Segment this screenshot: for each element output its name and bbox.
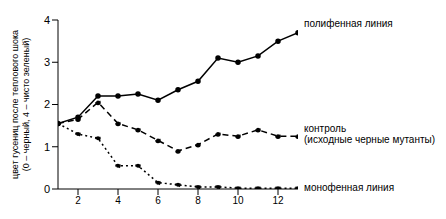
- svg-text:2: 2: [75, 195, 81, 206]
- svg-text:2: 2: [44, 98, 50, 110]
- svg-text:12: 12: [272, 195, 284, 206]
- svg-text:0: 0: [44, 183, 50, 195]
- svg-text:6: 6: [155, 195, 161, 206]
- svg-text:полифенная линия: полифенная линия: [304, 18, 393, 29]
- svg-text:монофенная линия: монофенная линия: [304, 182, 394, 193]
- svg-text:4: 4: [115, 195, 121, 206]
- svg-text:1: 1: [44, 141, 50, 153]
- svg-text:8: 8: [195, 195, 201, 206]
- svg-text:10: 10: [232, 195, 244, 206]
- svg-text:4: 4: [44, 14, 50, 26]
- svg-text:3: 3: [44, 56, 50, 68]
- svg-text:контроль(исходные черные мутан: контроль(исходные черные мутанты): [304, 123, 435, 145]
- svg-text:цвет гусениц после теплового ш: цвет гусениц после теплового шока(0 – че…: [10, 30, 31, 179]
